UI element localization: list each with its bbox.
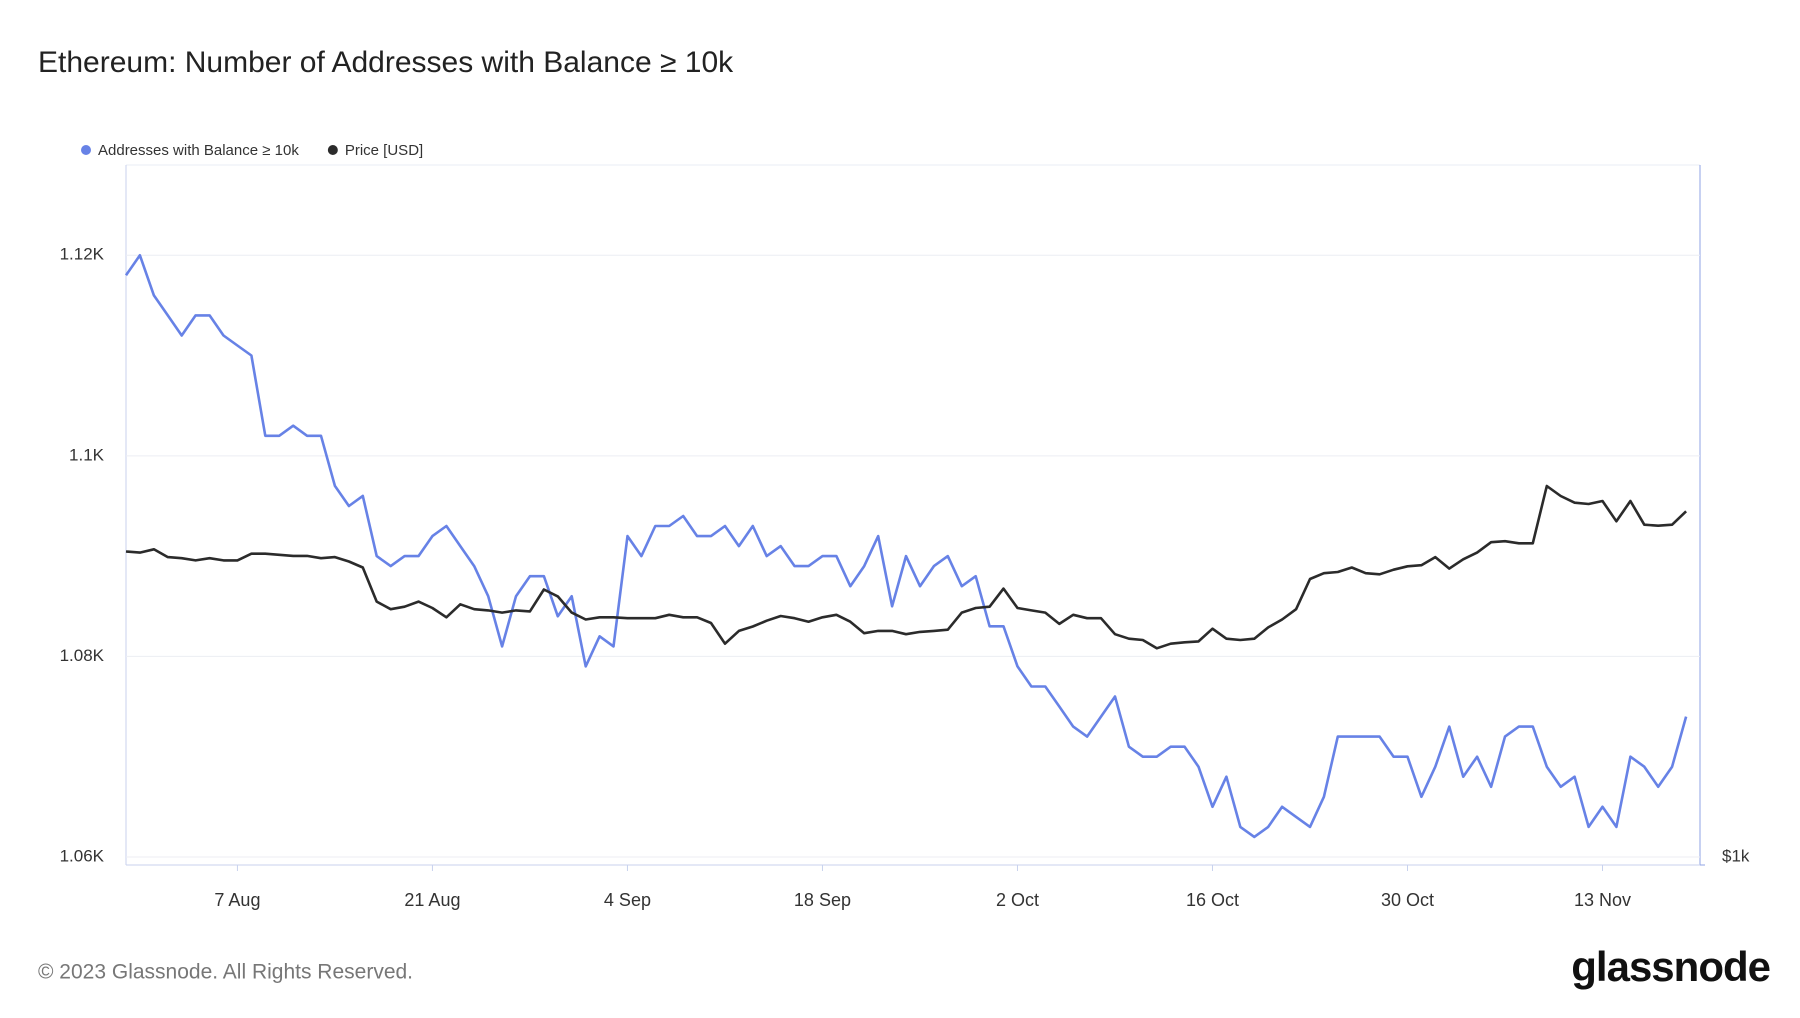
brand-logo: glassnode xyxy=(1571,943,1770,990)
chart-title: Ethereum: Number of Addresses with Balan… xyxy=(38,46,734,79)
legend-label: Addresses with Balance ≥ 10k xyxy=(98,142,299,159)
x-tick-label: 21 Aug xyxy=(404,890,460,910)
y-tick-label: 1.08K xyxy=(60,646,105,665)
x-tick-label: 16 Oct xyxy=(1186,890,1239,910)
legend-marker xyxy=(81,145,91,155)
x-tick-label: 4 Sep xyxy=(604,890,651,910)
x-tick-label: 18 Sep xyxy=(794,890,851,910)
y-tick-label: 1.1K xyxy=(69,445,105,464)
legend-label: Price [USD] xyxy=(345,142,423,159)
footer: © 2023 Glassnode. All Rights Reserved. xyxy=(38,961,413,984)
y-tick-label: 1.06K xyxy=(60,846,105,865)
x-tick-label: 13 Nov xyxy=(1574,890,1631,910)
y-tick-label: 1.12K xyxy=(60,245,105,264)
series-line xyxy=(124,254,1688,839)
y2-tick-label: $1k xyxy=(1722,846,1750,865)
series-line xyxy=(125,484,1687,650)
x-tick-label: 7 Aug xyxy=(214,890,260,910)
x-tick-label: 30 Oct xyxy=(1381,890,1434,910)
x-tick-label: 2 Oct xyxy=(996,890,1039,910)
legend-marker xyxy=(327,145,338,155)
